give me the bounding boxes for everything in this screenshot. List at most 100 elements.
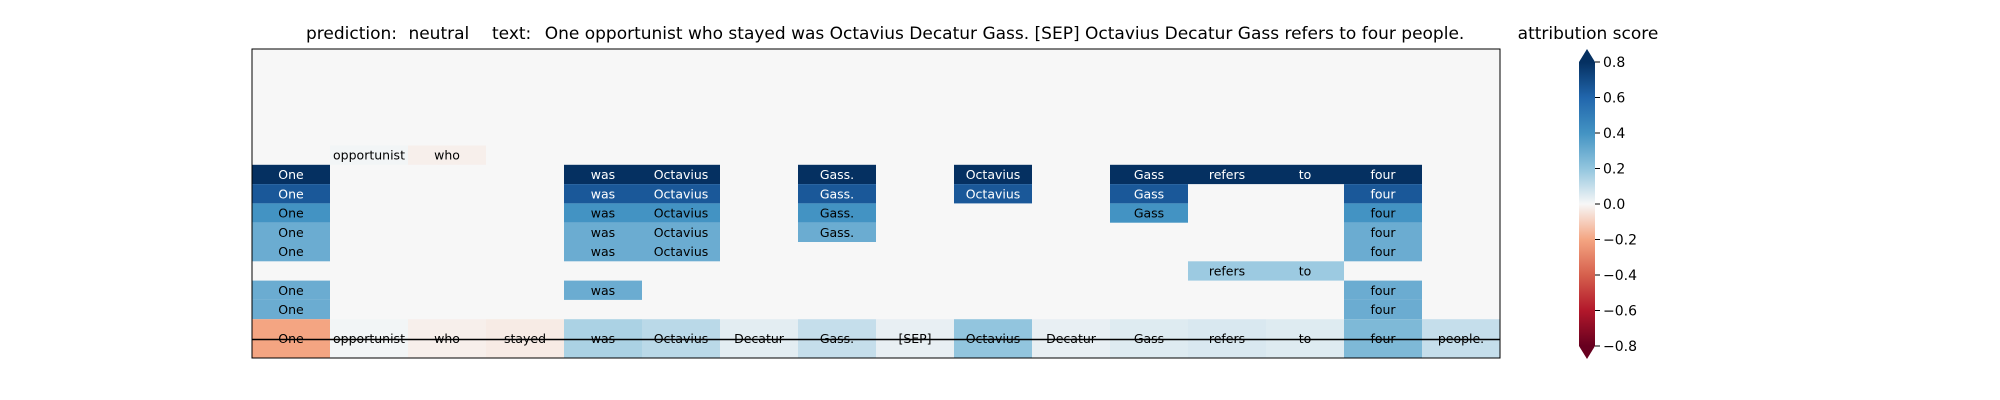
summary-cell — [486, 319, 564, 358]
heatmap-cell — [1188, 261, 1266, 281]
heatmap-cell — [252, 299, 330, 320]
heatmap-cell — [1266, 261, 1344, 281]
heatmap-cell — [252, 184, 330, 204]
heatmap-cell — [1188, 164, 1266, 185]
heatmap-cell — [1344, 222, 1422, 242]
summary-token-label: Gass. — [820, 331, 854, 346]
summary-token-label: One — [278, 331, 304, 346]
cell-token-label: Gass. — [820, 206, 854, 221]
cell-token-label: One — [278, 167, 304, 182]
colorbar-tick-label: −0.8 — [1603, 339, 1637, 355]
colorbar-bottom-extension — [1579, 346, 1595, 359]
prediction-title: prediction: neutral — [306, 24, 469, 44]
cell-token-label: four — [1370, 283, 1396, 298]
heatmap-frame — [251, 48, 1501, 359]
heatmap-cell — [1344, 203, 1422, 223]
summary-token-label: to — [1299, 331, 1312, 346]
heatmap-cell — [1344, 184, 1422, 204]
colorbar-ticks: 0.8 0.6 0.4 0.2 0.0 −0.2 −0.4 −0.6 −0.8 — [1595, 55, 1637, 355]
heatmap-cell — [798, 164, 876, 185]
heatmap-cell — [564, 222, 642, 242]
cell-token-label: refers — [1209, 167, 1245, 182]
summary-token-label: refers — [1209, 331, 1245, 346]
heatmap-cell — [798, 222, 876, 242]
summary-cell — [876, 319, 954, 358]
summary-token-label: Octavius — [654, 331, 709, 346]
cell-token-label: who — [434, 148, 460, 163]
colorbar-tick-label: 0.2 — [1603, 162, 1625, 178]
cell-token-label: was — [591, 206, 615, 221]
summary-token-label: Decatur — [1046, 331, 1097, 346]
cell-token-label: One — [278, 206, 304, 221]
cell-token-label: One — [278, 302, 304, 317]
colorbar-gradient — [1579, 62, 1595, 346]
summary-token-label: stayed — [504, 331, 546, 346]
heatmap-cell — [1110, 203, 1188, 223]
heatmap-cell — [798, 184, 876, 204]
summary-token-label: [SEP] — [898, 331, 931, 346]
colorbar-tick-label: 0.8 — [1603, 55, 1625, 71]
cell-token-label: Octavius — [654, 225, 709, 240]
summary-token-label: opportunist — [333, 331, 405, 346]
heatmap-cells: opportunist who One was Octavius Gass. Octaviu… — [252, 145, 1422, 320]
summary-token-label: was — [591, 331, 615, 346]
cell-token-label: Octavius — [654, 186, 709, 201]
summary-cell — [564, 319, 642, 358]
heatmap-cell — [252, 203, 330, 223]
heatmap-cell — [252, 242, 330, 262]
heatmap-cell — [564, 242, 642, 262]
colorbar-top-extension — [1579, 49, 1595, 62]
text-label: text: — [492, 24, 531, 44]
cell-token-label: Octavius — [654, 167, 709, 182]
heatmap-cell — [252, 164, 330, 185]
heatmap-cell — [564, 203, 642, 223]
heatmap-cell — [954, 184, 1032, 204]
heatmap-cell — [564, 184, 642, 204]
cell-token-label: One — [278, 283, 304, 298]
summary-cell — [720, 319, 798, 358]
colorbar-title: attribution score — [1518, 24, 1659, 44]
colorbar-tick-label: −0.2 — [1603, 233, 1637, 249]
heatmap-cell — [642, 222, 720, 242]
cell-token-label: Octavius — [654, 206, 709, 221]
heatmap-cell — [1110, 164, 1188, 185]
summary-token-label: Octavius — [966, 331, 1021, 346]
heatmap-cell — [564, 280, 642, 300]
cell-token-label: was — [591, 244, 615, 259]
summary-cell — [1032, 319, 1110, 358]
cell-token-label: four — [1370, 225, 1396, 240]
cell-token-label: One — [278, 225, 304, 240]
heatmap-cell — [954, 164, 1032, 185]
cell-token-label: was — [591, 186, 615, 201]
cell-token-label: One — [278, 186, 304, 201]
heatmap-cell — [642, 242, 720, 262]
summary-token-label: who — [434, 331, 460, 346]
cell-token-label: Gass — [1134, 167, 1164, 182]
heatmap-cell — [1110, 184, 1188, 204]
cell-token-label: Gass. — [820, 225, 854, 240]
heatmap-cell — [642, 184, 720, 204]
heatmap-cell — [564, 164, 642, 185]
summary-cell — [798, 319, 876, 358]
summary-cell — [252, 319, 330, 358]
prediction-value: neutral — [408, 24, 469, 44]
summary-row: One opportunist who stayed was Octavius Decatu… — [252, 319, 1500, 358]
summary-cell — [1188, 319, 1266, 358]
summary-token-label: Gass — [1134, 331, 1164, 346]
colorbar-tick-label: 0.4 — [1603, 126, 1625, 142]
cell-token-label: One — [278, 244, 304, 259]
summary-token-label: people. — [1438, 331, 1484, 346]
cell-token-label: opportunist — [333, 148, 405, 163]
cell-token-label: Octavius — [966, 186, 1021, 201]
heatmap-cell — [1266, 164, 1344, 185]
text-value: One opportunist who stayed was Octavius … — [545, 24, 1465, 44]
cell-token-label: to — [1299, 263, 1312, 278]
colorbar-tick-label: −0.6 — [1603, 304, 1637, 320]
colorbar: 0.8 0.6 0.4 0.2 0.0 −0.2 −0.4 −0.6 −0.8 — [1579, 49, 1637, 359]
cell-token-label: Octavius — [966, 167, 1021, 182]
heatmap-cell — [642, 164, 720, 185]
cell-token-label: Gass. — [820, 186, 854, 201]
heatmap-cell — [798, 203, 876, 223]
cell-token-label: four — [1370, 186, 1396, 201]
summary-token-label: four — [1370, 331, 1396, 346]
